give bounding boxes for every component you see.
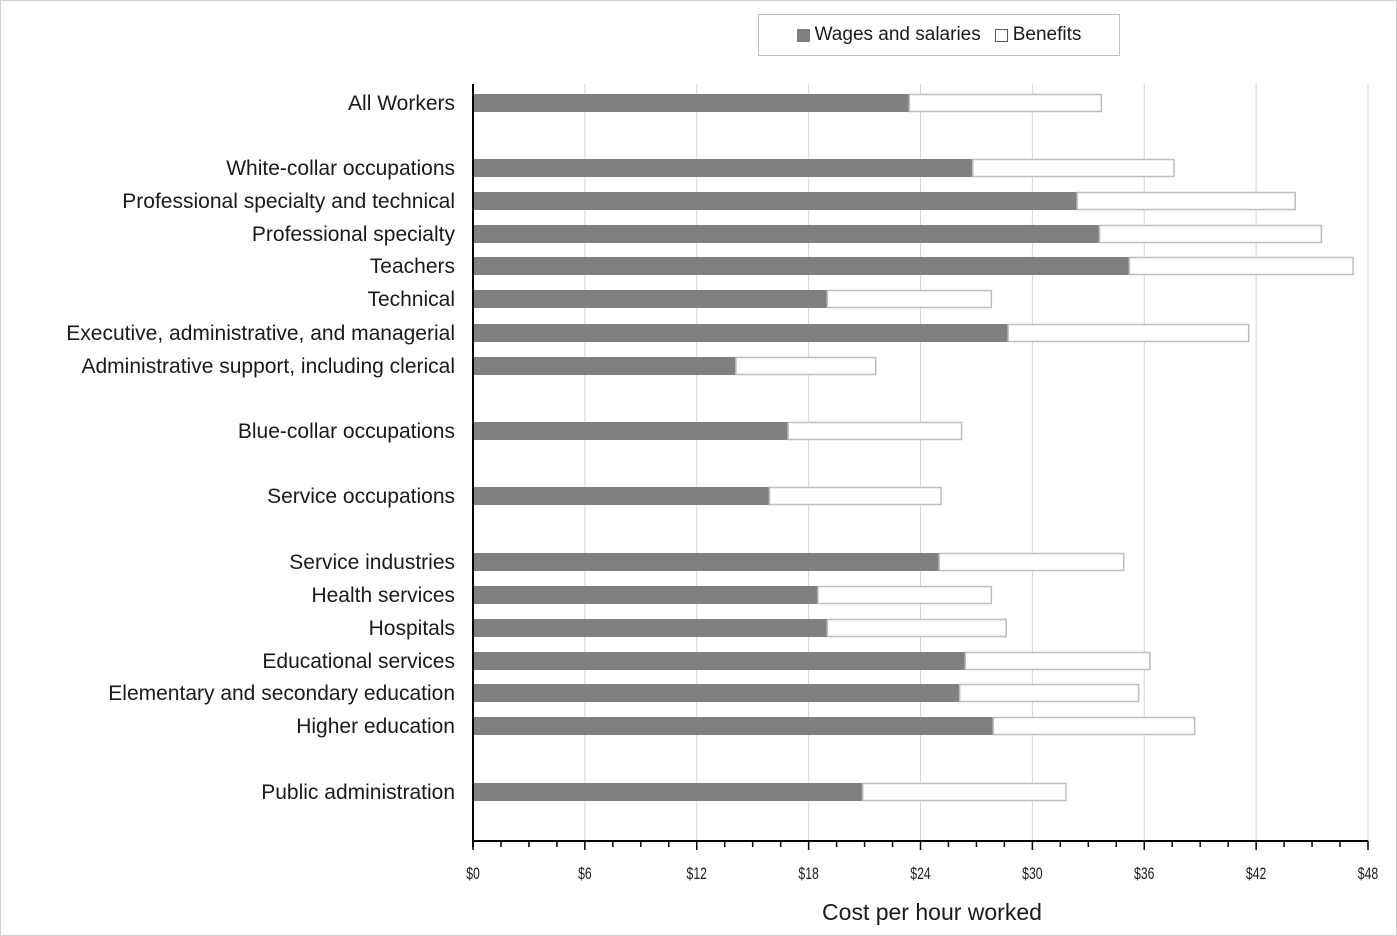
gridlines xyxy=(584,84,1369,841)
legend-label-wages: Wages and salaries xyxy=(814,24,981,45)
x-tick-label: $18 xyxy=(798,865,818,883)
category-label: All Workers xyxy=(348,92,455,115)
bar-wages xyxy=(472,684,961,702)
bar-wages xyxy=(472,94,910,112)
x-tick-label: $30 xyxy=(1022,865,1042,883)
bar-benefits xyxy=(817,585,993,605)
category-label: Educational services xyxy=(262,650,455,673)
bar-wages xyxy=(472,553,940,571)
bar-benefits xyxy=(1128,256,1354,276)
category-label: Health services xyxy=(311,584,455,607)
bar-benefits xyxy=(1007,323,1250,343)
bars xyxy=(472,93,1354,802)
axes: $0 $6 $12 $18 $24 $30 $36 $42 $48 xyxy=(466,84,1378,884)
bar-wages xyxy=(472,619,828,637)
bar-wages xyxy=(472,257,1130,275)
legend-label-benefits: Benefits xyxy=(1012,24,1082,45)
category-label: Administrative support, including cleric… xyxy=(82,355,456,378)
bar-benefits xyxy=(826,618,1008,638)
category-label: Service occupations xyxy=(267,485,455,508)
category-label: Professional specialty and technical xyxy=(122,190,455,213)
category-label: Hospitals xyxy=(369,617,455,640)
category-label: Higher education xyxy=(296,715,455,738)
bar-benefits xyxy=(958,683,1140,703)
category-label: Technical xyxy=(367,288,455,311)
bar-benefits xyxy=(908,93,1103,113)
category-label: White-collar occupations xyxy=(226,157,455,180)
category-label: Service industries xyxy=(289,551,455,574)
bar-wages xyxy=(472,586,819,604)
bar-benefits xyxy=(826,289,993,309)
bar-benefits xyxy=(787,421,963,441)
x-tick-label: $36 xyxy=(1134,865,1154,883)
legend-item-wages: Wages and salaries xyxy=(796,24,981,46)
legend-item-benefits: Benefits xyxy=(994,24,1082,46)
bar-benefits xyxy=(1098,224,1323,244)
bar-wages xyxy=(472,225,1100,243)
bar-wages xyxy=(472,487,770,505)
bar-wages xyxy=(472,783,864,801)
category-label: Blue-collar occupations xyxy=(238,420,455,443)
category-label: Teachers xyxy=(370,255,455,278)
bar-benefits xyxy=(1076,191,1297,211)
bar-benefits xyxy=(992,716,1196,736)
legend: Wages and salaries Benefits xyxy=(758,14,1120,56)
category-labels: All Workers White-collar occupations Profe… xyxy=(66,92,455,804)
bar-wages xyxy=(472,324,1009,342)
x-tick-label: $48 xyxy=(1358,865,1378,883)
bar-benefits xyxy=(861,782,1067,802)
bar-wages xyxy=(472,422,789,440)
bar-benefits xyxy=(768,486,942,506)
x-tick-label: $42 xyxy=(1246,865,1266,883)
x-tick-label: $6 xyxy=(578,865,592,883)
bar-wages xyxy=(472,652,966,670)
bar-benefits xyxy=(938,552,1125,572)
bar-wages xyxy=(472,192,1078,210)
legend-swatch-wages xyxy=(796,28,810,42)
bar-wages xyxy=(472,357,737,375)
category-label: Professional specialty xyxy=(252,223,456,246)
bar-wages xyxy=(472,717,994,735)
category-label: Public administration xyxy=(261,781,455,804)
category-label: Executive, administrative, and manageria… xyxy=(66,322,455,345)
x-tick-label: $12 xyxy=(687,865,707,883)
bar-benefits xyxy=(964,651,1151,671)
bar-wages xyxy=(472,159,974,177)
bar-benefits xyxy=(971,158,1175,178)
category-label: Elementary and secondary education xyxy=(108,682,455,705)
bar-wages xyxy=(472,290,828,308)
x-axis-title: Cost per hour worked xyxy=(822,899,1042,925)
legend-swatch-benefits xyxy=(994,28,1008,42)
bar-benefits xyxy=(735,356,877,376)
x-tick-label: $0 xyxy=(466,865,480,883)
x-tick-label: $24 xyxy=(910,865,930,883)
